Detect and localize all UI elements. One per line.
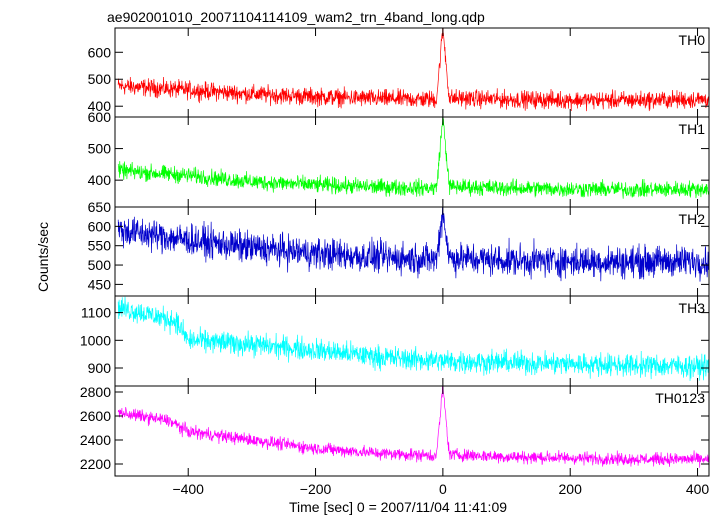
series-line-th0123	[117, 386, 709, 468]
x-axis-label: Time [sec] 0 = 2007/11/04 11:41:09	[289, 499, 507, 515]
series-line-th3	[117, 296, 709, 381]
y-tick-label: 550	[88, 238, 112, 254]
panel-label: TH3	[679, 300, 706, 316]
y-tick-label: 2200	[80, 456, 111, 472]
y-tick-label: 400	[88, 172, 112, 188]
panel-label: TH1	[679, 121, 706, 137]
y-tick-label: 450	[88, 276, 112, 292]
panel-label: TH0123	[655, 390, 705, 406]
x-tick-label: 200	[559, 481, 583, 497]
y-tick-label: 500	[88, 141, 112, 157]
y-tick-label: 500	[88, 71, 112, 87]
y-tick-label: 900	[88, 360, 112, 376]
series-line-th2	[117, 207, 709, 282]
series-line-th0	[117, 28, 709, 112]
y-tick-label: 650	[88, 199, 112, 215]
panel-th3: 900 1000 1100 TH3	[80, 295, 710, 387]
series-line-th1	[117, 117, 709, 199]
y-axis-label: Counts/sec	[35, 222, 51, 292]
y-tick-label: 1100	[81, 305, 111, 321]
panels-group: 400 500 600 TH0 400 500 600 TH1 450 500 550 600 650 T…	[80, 27, 710, 477]
panel-th2: 450 500 550 600 650 TH2	[88, 199, 710, 297]
panel-th0123: 2200 2400 2600 2800 TH0123	[80, 384, 710, 477]
panel-frame	[114, 116, 710, 208]
x-tick-label: −200	[300, 481, 332, 497]
panel-frame	[114, 385, 710, 477]
x-tick-label: 0	[439, 481, 447, 497]
y-tick-label: 2800	[80, 384, 111, 400]
y-tick-label: 2600	[80, 408, 111, 424]
y-tick-label: 600	[88, 109, 112, 125]
x-tick-label: −400	[172, 481, 204, 497]
panel-label: TH0	[679, 32, 706, 48]
y-tick-label: 600	[88, 44, 112, 60]
panel-label: TH2	[679, 211, 706, 227]
y-tick-label: 400	[88, 98, 112, 114]
y-tick-label: 1000	[80, 332, 111, 348]
x-axis: −400 −200 0 200 400	[172, 481, 709, 497]
x-tick-label: 400	[686, 481, 710, 497]
panel-th0: 400 500 600 TH0	[88, 27, 710, 118]
panel-th1: 400 500 600 TH1	[88, 109, 710, 208]
y-tick-label: 2400	[80, 432, 111, 448]
y-tick-label: 600	[88, 218, 112, 234]
chart-title: ae902001010_20071104114109_wam2_trn_4ban…	[107, 9, 485, 25]
y-tick-label: 500	[88, 257, 112, 273]
